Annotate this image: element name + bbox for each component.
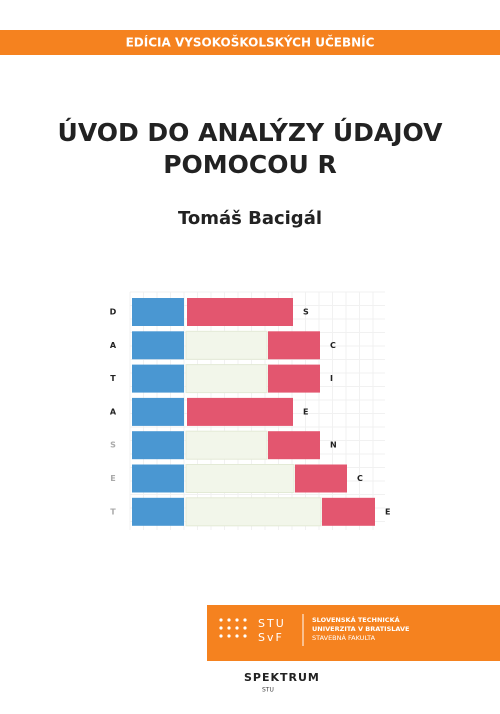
logo-mark: STU <box>258 617 286 630</box>
logo-dot <box>235 634 239 638</box>
logo-institution: STAVEBNÁ FAKULTA <box>312 633 376 642</box>
block-red <box>187 298 293 326</box>
right-letter: S <box>303 308 309 317</box>
left-letter: T <box>110 507 116 516</box>
block-red <box>268 331 320 360</box>
title-line: ÚVOD DO ANALÝZY ÚDAJOV <box>58 117 444 147</box>
logo-dot <box>243 618 247 622</box>
logo-dot <box>219 618 223 622</box>
publisher-sub: STU <box>262 687 274 694</box>
right-letter: E <box>303 407 308 416</box>
block-pale <box>185 364 268 394</box>
logo-dot <box>227 626 231 630</box>
publisher-name: SPEKTRUM <box>244 671 320 684</box>
logo-mark: SvF <box>258 631 284 644</box>
block-blue <box>132 298 184 326</box>
block-blue <box>132 397 184 426</box>
block-pale <box>185 330 268 360</box>
illustration: D S A C T I A E S N E C T E <box>110 291 390 530</box>
block-blue <box>132 331 184 360</box>
series-name: EDÍCIA VYSOKOŠKOLSKÝCH UČEBNÍC <box>126 35 375 50</box>
left-letter: A <box>110 407 117 416</box>
right-letter: C <box>330 341 336 350</box>
series-banner <box>0 30 500 55</box>
block-pale <box>185 497 322 527</box>
block-red <box>268 364 320 393</box>
left-letter: A <box>110 341 117 350</box>
left-letter: T <box>110 374 116 383</box>
logo-institution: SLOVENSKÁ TECHNICKÁ <box>312 615 400 624</box>
logo-dot <box>219 626 223 630</box>
title-line: POMOCOU R <box>163 150 337 179</box>
right-letter: I <box>330 374 333 383</box>
block-blue <box>132 364 184 393</box>
logo-dot <box>235 618 239 622</box>
left-letter: S <box>110 441 116 450</box>
logo-dots <box>219 618 247 638</box>
block-red <box>187 397 293 426</box>
block-red <box>268 431 320 460</box>
logo-dot <box>235 626 239 630</box>
block-pale <box>185 430 268 460</box>
logo-dot <box>219 634 223 638</box>
right-letter: E <box>385 507 390 516</box>
block-blue <box>132 497 184 526</box>
logo-dot <box>227 618 231 622</box>
author: Tomáš Bacigál <box>178 208 322 229</box>
block-pale <box>185 464 295 493</box>
logo-dot <box>227 634 231 638</box>
right-letter: N <box>330 441 337 450</box>
logo-dot <box>243 626 247 630</box>
left-letter: E <box>110 474 115 483</box>
block-red <box>295 464 347 493</box>
logo-institution: UNIVERZITA V BRATISLAVE <box>312 625 409 633</box>
left-letter: D <box>110 308 117 317</box>
block-red <box>322 497 375 526</box>
logo-box <box>207 605 500 661</box>
logo-dot <box>243 634 247 638</box>
block-blue <box>132 464 184 493</box>
right-letter: C <box>357 474 363 483</box>
block-blue <box>132 431 184 460</box>
